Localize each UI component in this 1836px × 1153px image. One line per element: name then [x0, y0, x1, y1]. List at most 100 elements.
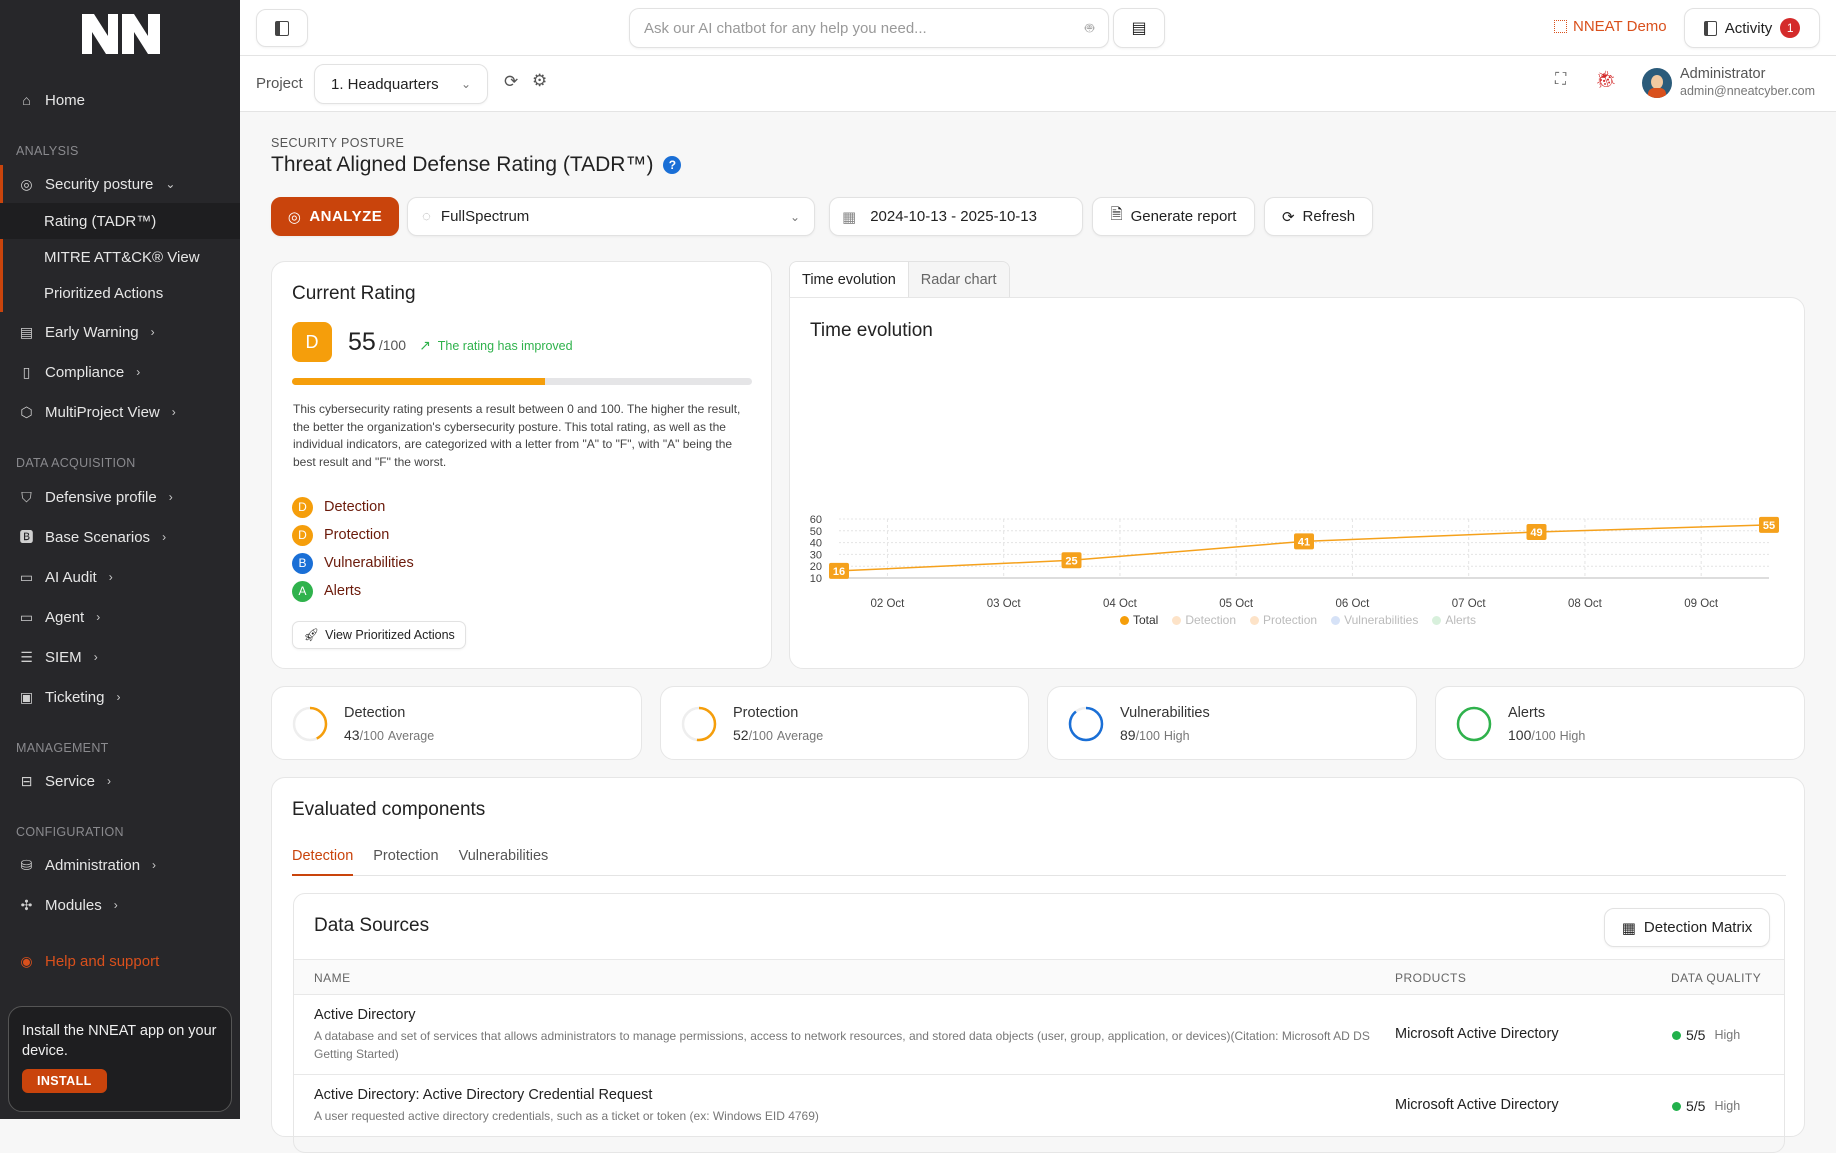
nneat-logo[interactable]: [82, 14, 160, 54]
project-select[interactable]: 1. Headquarters ⌄: [314, 64, 488, 104]
sidebar-item-compliance[interactable]: ▯ Compliance ›: [0, 353, 240, 391]
stat-card-alerts[interactable]: Alerts 100/100 High: [1435, 686, 1805, 760]
x-tick-label: 02 Oct: [870, 598, 905, 610]
sidebar-item-ai-audit[interactable]: ▭ AI Audit ›: [0, 558, 240, 596]
activity-button[interactable]: Activity 1: [1684, 8, 1820, 48]
sidebar-item-agent[interactable]: ▭ Agent ›: [0, 598, 240, 636]
table-row[interactable]: Active Directory A database and set of s…: [294, 994, 1784, 1074]
legend-swatch: [1250, 615, 1260, 625]
evaluated-components-card: Evaluated components Detection Protectio…: [271, 777, 1805, 1153]
analyze-label: ANALYZE: [309, 208, 383, 225]
data-label: 41: [1298, 536, 1310, 548]
column-products[interactable]: PRODUCTS: [1395, 971, 1467, 985]
indicator-protection[interactable]: D Protection: [292, 521, 414, 549]
sidebar-item-service[interactable]: ⊟ Service ›: [0, 762, 240, 800]
sidebar-item-multiproject[interactable]: ⬡ MultiProject View ›: [0, 393, 240, 431]
sidebar-item-help[interactable]: ◉ Help and support: [0, 942, 240, 980]
data-label: 25: [1065, 555, 1077, 567]
sidebar-item-base-scenarios[interactable]: 🅱 Base Scenarios ›: [0, 518, 240, 556]
date-range-picker[interactable]: ▦ 2024-10-13 - 2025-10-13: [829, 197, 1083, 236]
y-tick-label: 50: [810, 526, 822, 538]
generate-report-label: Generate report: [1130, 208, 1237, 225]
current-rating-card: Current Rating D 55 /100 ↗ The rating ha…: [271, 261, 772, 669]
column-data-quality[interactable]: DATA QUALITY: [1671, 971, 1762, 985]
chevron-right-icon: ›: [152, 858, 157, 872]
chart-title: Time evolution: [810, 320, 933, 341]
demo-label[interactable]: NNEAT Demo: [1554, 18, 1667, 35]
indicator-detection[interactable]: D Detection: [292, 493, 414, 521]
score-ring: [681, 706, 717, 742]
sidebar-item-prioritized-actions[interactable]: Prioritized Actions: [0, 275, 240, 312]
score-ring: [292, 706, 328, 742]
legend-item-vulnerabilities[interactable]: Vulnerabilities: [1331, 613, 1418, 627]
legend-item-alerts[interactable]: Alerts: [1432, 613, 1476, 627]
legend-item-total[interactable]: Total: [1119, 613, 1158, 627]
chat-button[interactable]: ▤: [1113, 8, 1165, 48]
legend-item-detection[interactable]: Detection: [1172, 613, 1236, 627]
tab-radar-chart[interactable]: Radar chart: [908, 262, 1009, 298]
column-name[interactable]: NAME: [314, 971, 351, 985]
sidebar-item-early-warning[interactable]: ▤ Early Warning ›: [0, 313, 240, 351]
tab-time-evolution[interactable]: Time evolution: [790, 262, 909, 298]
sidebar-item-ticketing[interactable]: ▣ Ticketing ›: [0, 678, 240, 716]
detection-matrix-button[interactable]: ▦ Detection Matrix: [1604, 908, 1770, 947]
tab-detection[interactable]: Detection: [292, 848, 354, 876]
stat-value: 89/100 High: [1120, 727, 1190, 743]
table-row[interactable]: Active Directory: Active Directory Crede…: [294, 1074, 1784, 1152]
stat-card-protection[interactable]: Protection 52/100 Average: [660, 686, 1029, 760]
data-label: 49: [1530, 527, 1542, 539]
project-value: 1. Headquarters: [331, 75, 439, 93]
settings-icon[interactable]: ⚙: [532, 71, 548, 90]
tab-vulnerabilities[interactable]: Vulnerabilities: [458, 848, 549, 864]
bug-icon[interactable]: 🐞︎: [1595, 70, 1617, 89]
sidebar-item-mitre[interactable]: MITRE ATT&CK® View: [0, 239, 240, 275]
sidebar-item-administration[interactable]: ⛁ Administration ›: [0, 846, 240, 884]
indicator-label: Alerts: [324, 583, 362, 599]
lifebuoy-icon: ◉: [20, 952, 33, 969]
sidebar-item-modules[interactable]: ✣ Modules ›: [0, 886, 240, 924]
indicator-alerts[interactable]: A Alerts: [292, 577, 414, 605]
ai-chat-input[interactable]: Ask our AI chatbot for any help you need…: [629, 8, 1109, 48]
scope-select[interactable]: ◌ FullSpectrum ⌄: [407, 197, 815, 236]
data-point: [1061, 552, 1082, 569]
sidebar-item-security-posture[interactable]: ◎ Security posture ⌄: [0, 165, 240, 203]
analyze-button[interactable]: ◎ ANALYZE: [271, 197, 399, 236]
tab-protection[interactable]: Protection: [373, 848, 439, 864]
row-description: A user requested active directory creden…: [314, 1109, 819, 1123]
view-prioritized-actions-button[interactable]: 🚀︎ View Prioritized Actions: [292, 621, 466, 649]
chart-tabs: Time evolution Radar chart: [789, 261, 1010, 298]
sidebar-item-rating[interactable]: Rating (TADR™): [0, 203, 240, 239]
generate-report-button[interactable]: 🗎 Generate report: [1092, 197, 1255, 236]
help-icon[interactable]: ?: [663, 156, 682, 174]
chevron-right-icon: ›: [116, 690, 121, 704]
data-sources-panel: Data Sources ▦ Detection Matrix NAME PROD…: [293, 893, 1785, 1153]
legend-swatch: [1432, 615, 1442, 625]
sync-icon[interactable]: ⟳: [504, 72, 519, 91]
component-tabs: Detection Protection Vulnerabilities: [292, 848, 1786, 876]
refresh-button[interactable]: ⟳ Refresh: [1264, 197, 1373, 236]
sidebar-item-label: Base Scenarios: [45, 528, 151, 546]
sidebar-item-defensive-profile[interactable]: ⛉ Defensive profile ›: [0, 478, 240, 516]
report-icon: 🗎: [1110, 206, 1123, 223]
scope-value: FullSpectrum: [440, 208, 530, 225]
toggle-sidebar-button[interactable]: [256, 9, 308, 47]
view-actions-label: View Prioritized Actions: [325, 628, 455, 642]
sidebar-item-home[interactable]: ⌂ Home: [0, 81, 240, 119]
user-info[interactable]: Administrator admin@nneatcyber.com: [1680, 66, 1815, 98]
row-name: Active Directory: Active Directory Crede…: [314, 1087, 653, 1103]
ticket-icon: ▣: [19, 688, 34, 705]
y-tick-label: 60: [810, 514, 822, 526]
fullscreen-icon[interactable]: ⛶: [1555, 71, 1567, 88]
row-product: Microsoft Active Directory: [1395, 1026, 1559, 1042]
stat-label: Detection: [344, 705, 406, 721]
trend-up-icon: ↗: [419, 337, 431, 353]
indicator-vulnerabilities[interactable]: B Vulnerabilities: [292, 549, 414, 577]
avatar[interactable]: [1642, 68, 1672, 98]
chevron-right-icon: ›: [93, 650, 98, 664]
stat-card-vulnerabilities[interactable]: Vulnerabilities 89/100 High: [1047, 686, 1417, 760]
stat-card-detection[interactable]: Detection 43/100 Average: [271, 686, 642, 760]
install-button[interactable]: INSTALL: [22, 1069, 107, 1093]
sidebar-item-siem[interactable]: ☰ SIEM ›: [0, 638, 240, 676]
data-point: [829, 562, 849, 579]
legend-item-protection[interactable]: Protection: [1250, 613, 1317, 627]
